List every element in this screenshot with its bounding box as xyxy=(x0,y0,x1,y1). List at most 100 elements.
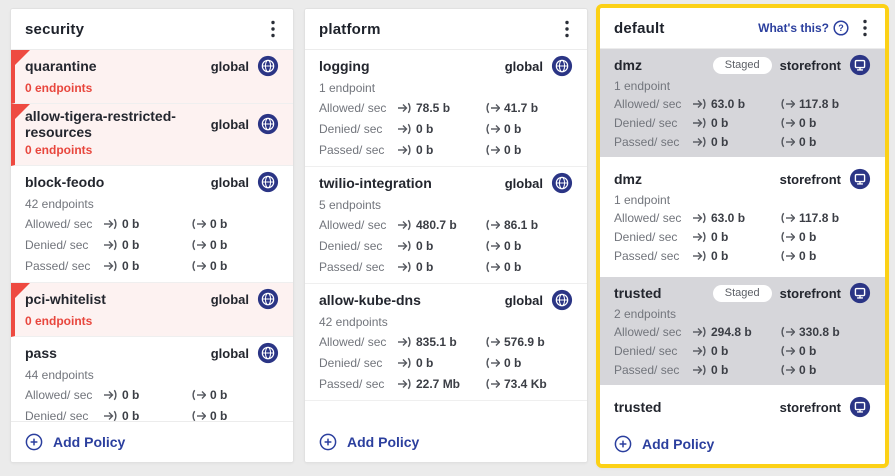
stat-value-egress: 0 b xyxy=(780,249,816,263)
stat-row: Denied/ sec 0 b 0 b xyxy=(614,113,871,132)
card-head: dmz Staged storefront xyxy=(614,53,871,77)
card-head: quarantine global xyxy=(25,54,279,78)
ingress-icon xyxy=(692,117,707,129)
stat-value-egress: 0 b xyxy=(780,116,816,130)
stat-value-ingress: 0 b xyxy=(103,238,191,252)
staged-badge: Staged xyxy=(712,284,772,302)
stat-row: Denied/ sec 0 b 0 b xyxy=(319,235,573,256)
stat-row: Denied/ sec 0 b 0 b xyxy=(319,118,573,139)
stat-value-ingress: 0 b xyxy=(103,388,191,402)
egress-icon xyxy=(191,389,206,401)
policy-card-allow-kube-dns[interactable]: allow-kube-dns global 42 endpoints Allowed/… xyxy=(305,284,587,401)
card-head: pass global xyxy=(25,341,279,365)
stat-row: Passed/ sec 0 b 0 b xyxy=(319,256,573,277)
ingress-icon xyxy=(397,336,412,348)
stat-value-egress: 0 b xyxy=(191,259,227,273)
egress-value: 330.8 b xyxy=(799,324,840,339)
endpoints-count: 0 endpoints xyxy=(25,314,93,328)
add-policy-button[interactable]: Add Policy xyxy=(25,433,125,451)
egress-value: 0 b xyxy=(210,387,228,402)
ingress-value: 0 b xyxy=(711,115,729,130)
stat-row: Allowed/ sec 63.0 b 117.8 b xyxy=(614,94,871,113)
ingress-icon xyxy=(397,219,412,231)
column-title: security xyxy=(25,20,85,38)
policy-card-twilio-integration[interactable]: twilio-integration global 5 endpoints Allow… xyxy=(305,167,587,284)
column-menu-button[interactable] xyxy=(267,18,279,40)
policy-name: dmz xyxy=(614,57,642,73)
egress-value: 576.9 b xyxy=(504,334,545,349)
scope-label: storefront xyxy=(779,171,841,187)
stat-row: Allowed/ sec 0 b 0 b xyxy=(25,213,279,234)
policy-name: allow-tigera-restricted-resources xyxy=(25,108,176,140)
stat-value-ingress: 0 b xyxy=(692,363,780,377)
ingress-value: 0 b xyxy=(122,408,140,422)
endpoints-count: 5 endpoints xyxy=(319,198,382,212)
stat-label: Allowed/ sec xyxy=(319,217,387,232)
policy-name: pass xyxy=(25,345,57,361)
card-list: quarantine global 0 endpoints allow-tigera-… xyxy=(11,50,293,421)
stat-row: Passed/ sec 22.7 Mb 73.4 Kb xyxy=(319,373,573,394)
column-menu-button[interactable] xyxy=(859,17,871,39)
stat-label: Allowed/ sec xyxy=(25,216,93,231)
scope-label: global xyxy=(210,291,249,307)
policy-name: block-feodo xyxy=(25,174,105,190)
global-icon xyxy=(257,55,279,77)
policy-card-trusted[interactable]: trusted Staged storefront 2 endpoints Allowe… xyxy=(600,277,885,385)
add-icon xyxy=(25,433,43,451)
policy-card-block-feodo[interactable]: block-feodo global 42 endpoints Allowed/ se… xyxy=(11,166,293,283)
ingress-icon xyxy=(397,357,412,369)
ingress-icon xyxy=(397,378,412,390)
stat-row: Denied/ sec 0 b 0 b xyxy=(614,341,871,360)
policy-card-dmz[interactable]: dmz storefront 1 endpoint Allowed/ sec 63.0 … xyxy=(600,163,885,271)
add-policy-button[interactable]: Add Policy xyxy=(614,435,714,453)
policy-card-logging[interactable]: logging global 1 endpoint Allowed/ sec 78.5 … xyxy=(305,50,587,167)
egress-icon xyxy=(780,136,795,148)
egress-icon xyxy=(191,410,206,422)
stat-row: Allowed/ sec 294.8 b 330.8 b xyxy=(614,322,871,341)
add-policy-label: Add Policy xyxy=(642,436,715,452)
stat-label: Denied/ sec xyxy=(614,343,678,358)
stat-row: Denied/ sec 0 b 0 b xyxy=(25,405,279,422)
endpoints-count: 0 endpoints xyxy=(25,143,93,157)
policy-card-pass[interactable]: pass global 44 endpoints Allowed/ sec 0 b 0 b… xyxy=(11,337,293,421)
column-header: security xyxy=(11,9,293,50)
column-footer: Add Policy xyxy=(305,422,587,462)
stat-row: Allowed/ sec 63.0 b 117.8 b xyxy=(614,208,871,227)
policy-card-allow-tigera-restricted-resources[interactable]: allow-tigera-restricted-resources global 0… xyxy=(11,104,293,166)
ingress-value: 0 b xyxy=(416,259,434,274)
stat-value-egress: 0 b xyxy=(780,344,816,358)
add-icon xyxy=(614,435,632,453)
stat-label: Denied/ sec xyxy=(319,355,383,370)
kebab-icon xyxy=(271,20,275,38)
ingress-value: 480.7 b xyxy=(416,217,457,232)
stat-value-ingress: 0 b xyxy=(692,230,780,244)
help-icon: ? xyxy=(833,20,849,36)
policy-card-pci-whitelist[interactable]: pci-whitelist global 0 endpoints xyxy=(11,283,293,337)
scope-label: global xyxy=(504,58,543,74)
add-policy-button[interactable]: Add Policy xyxy=(319,433,419,451)
egress-value: 0 b xyxy=(210,216,228,231)
stat-value-egress: 0 b xyxy=(485,356,521,370)
stat-value-ingress: 0 b xyxy=(692,344,780,358)
egress-icon xyxy=(485,123,500,135)
ingress-value: 0 b xyxy=(711,229,729,244)
policy-column-default: default What's this?? dmz Staged storefront 1… xyxy=(596,4,889,468)
stat-value-egress: 0 b xyxy=(191,238,227,252)
egress-icon xyxy=(780,212,795,224)
egress-value: 73.4 Kb xyxy=(504,376,547,391)
egress-icon xyxy=(485,378,500,390)
namespace-icon xyxy=(849,54,871,76)
whats-this-link[interactable]: What's this?? xyxy=(758,20,849,36)
global-icon xyxy=(551,55,573,77)
ingress-icon xyxy=(397,261,412,273)
scope-label: global xyxy=(504,175,543,191)
policy-card-quarantine[interactable]: quarantine global 0 endpoints xyxy=(11,50,293,104)
column-menu-button[interactable] xyxy=(561,18,573,40)
stat-label: Allowed/ sec xyxy=(319,334,387,349)
column-header: default What's this?? xyxy=(600,8,885,49)
stat-value-egress: 0 b xyxy=(780,135,816,149)
policy-card-dmz[interactable]: dmz Staged storefront 1 endpoint Allowed/ se… xyxy=(600,49,885,157)
stat-value-egress: 0 b xyxy=(191,217,227,231)
policy-card-trusted[interactable]: trusted storefront xyxy=(600,391,885,424)
stat-row: Passed/ sec 0 b 0 b xyxy=(614,246,871,265)
